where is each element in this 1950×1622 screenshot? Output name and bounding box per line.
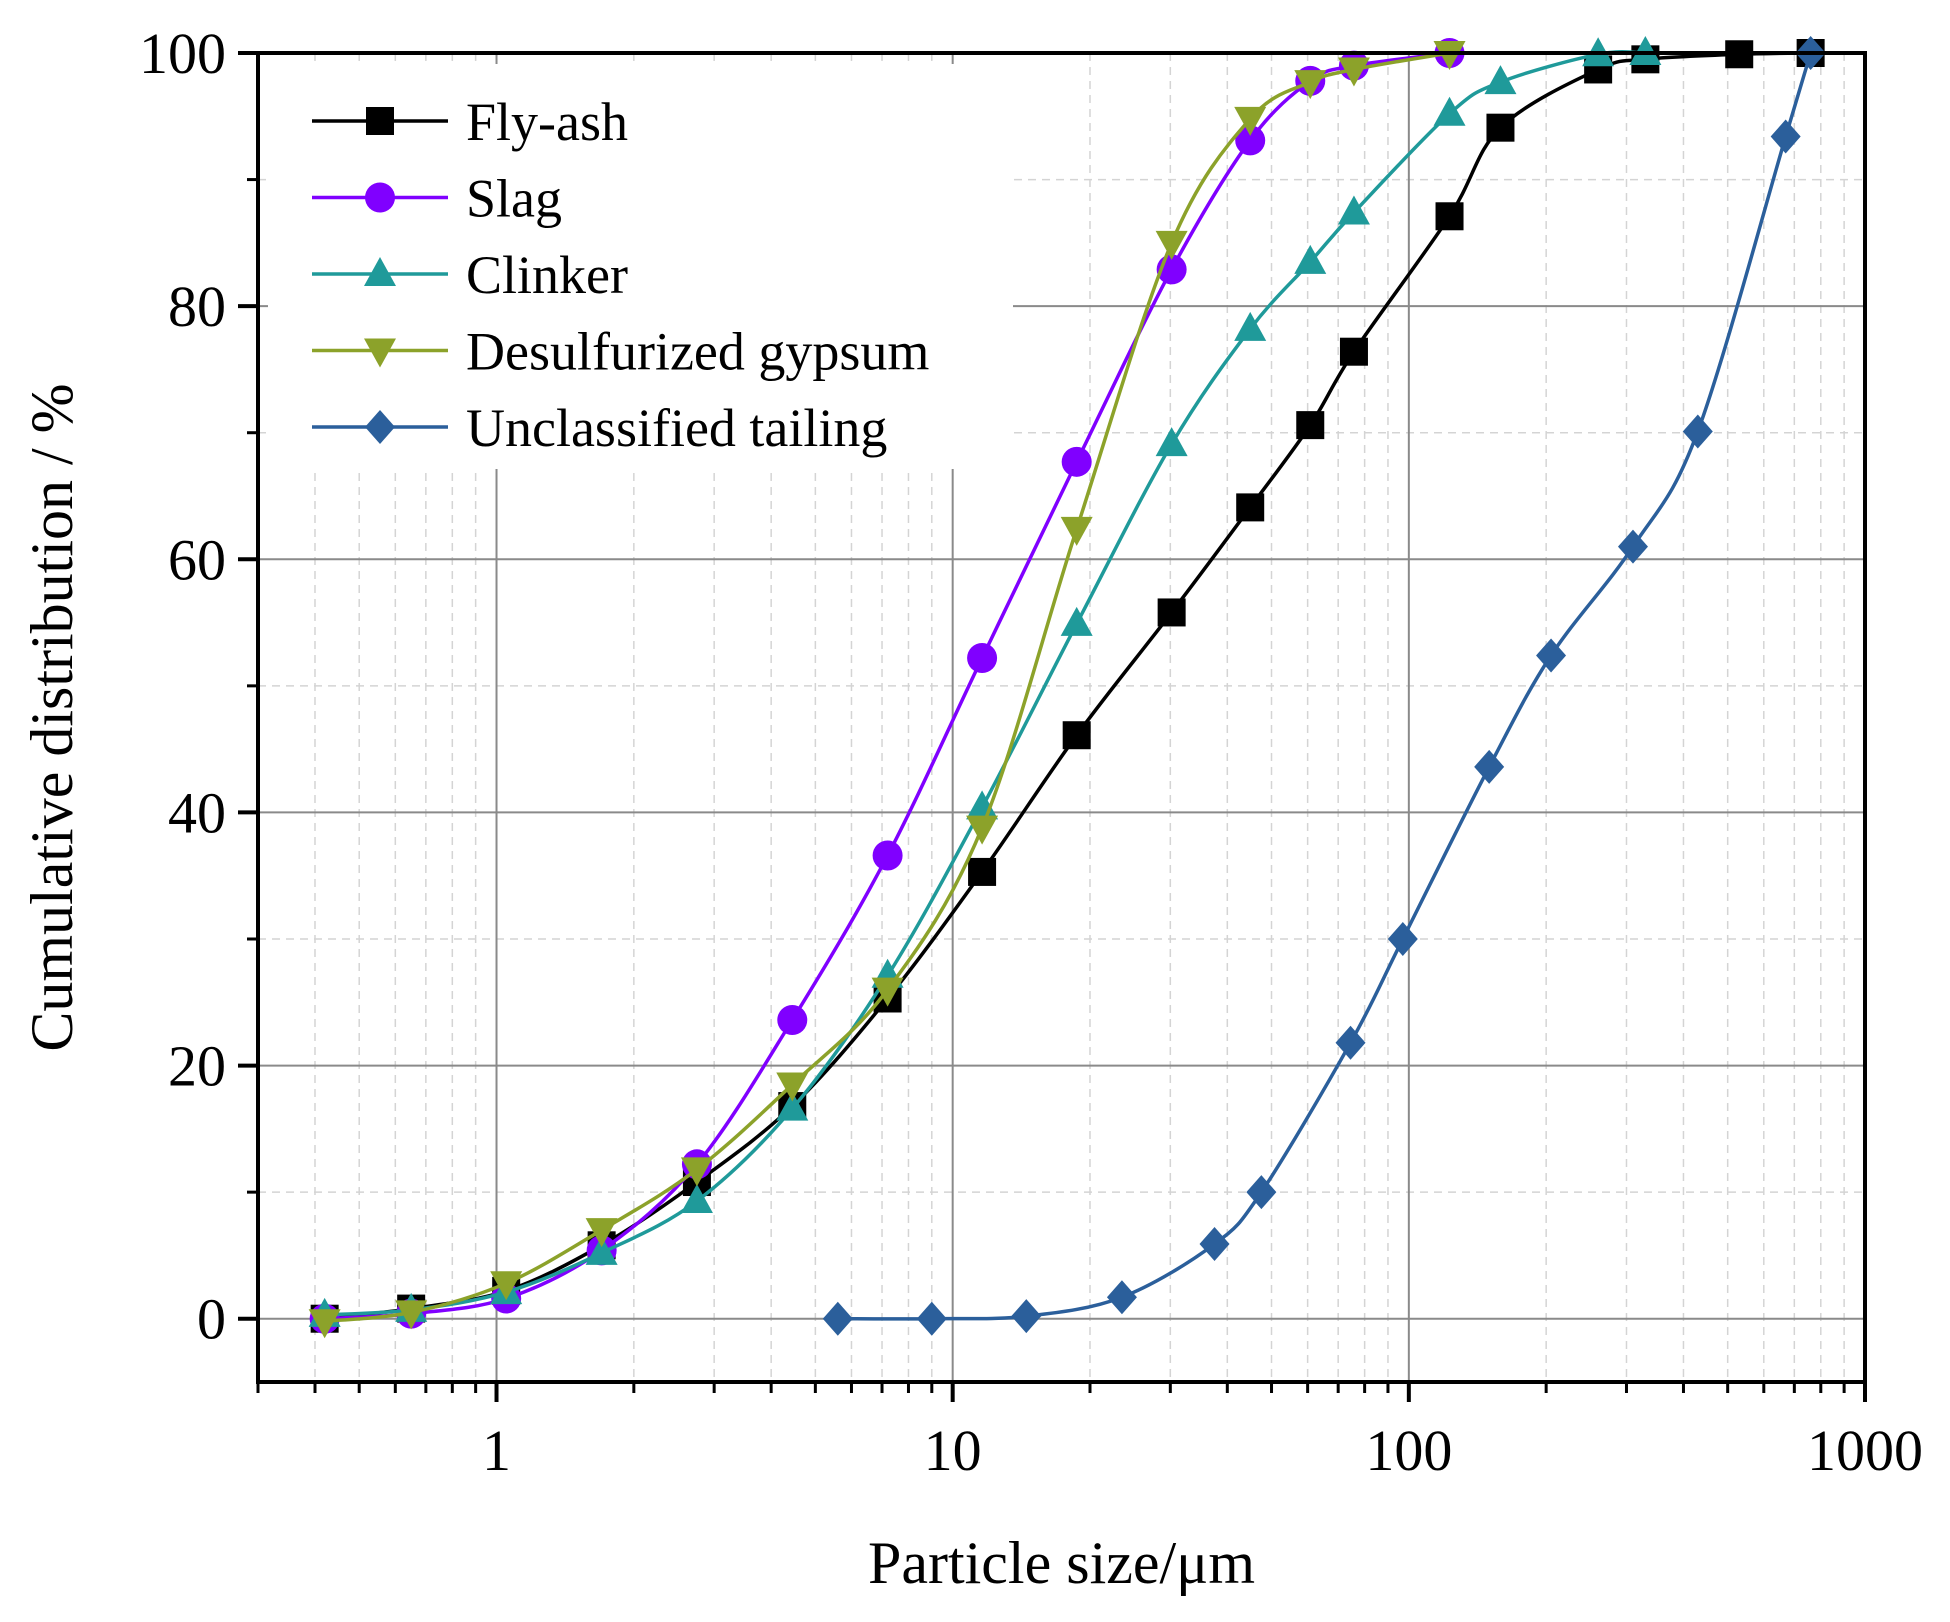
y-tick-label: 0 — [197, 1287, 226, 1352]
data-point-desulfurized-gypsum — [1060, 516, 1093, 546]
x-tick-label: 1000 — [1807, 1418, 1923, 1483]
data-point-desulfurized-gypsum — [680, 1157, 713, 1187]
legend-label-fly-ash: Fly-ash — [466, 92, 628, 152]
data-point-clinker — [1234, 311, 1267, 341]
data-point-clinker — [966, 790, 999, 820]
legend-label-unclassified-tailing: Unclassified tailing — [466, 398, 887, 458]
legend: Fly-ash Slag Clinker Desulfurized gypsum Unc… — [268, 64, 1013, 469]
data-point-unclassified-tailing — [1770, 119, 1801, 154]
data-point-desulfurized-gypsum — [490, 1271, 523, 1301]
data-point-fly-ash — [1296, 411, 1325, 440]
data-point-fly-ash — [1435, 202, 1464, 231]
data-point-fly-ash — [1486, 113, 1515, 142]
data-point-unclassified-tailing — [1682, 414, 1713, 449]
data-point-clinker — [776, 1091, 809, 1121]
series-line-slag — [324, 51, 1450, 1321]
data-point-slag — [967, 643, 998, 674]
plot-frame — [256, 51, 1867, 1384]
data-point-slag — [1235, 125, 1266, 156]
axis-ticks: 1 10 100 1000 0 20 40 60 80 100 — [139, 21, 1923, 1483]
y-tick-label: 20 — [168, 1034, 226, 1099]
data-point-desulfurized-gypsum — [1155, 230, 1188, 260]
data-point-unclassified-tailing — [1474, 749, 1505, 784]
data-point-unclassified-tailing — [1246, 1175, 1277, 1210]
data-point-clinker — [1433, 96, 1466, 126]
legend-marker-desulfurized-gypsum — [364, 338, 396, 368]
data-point-unclassified-tailing — [1387, 922, 1418, 956]
legend-marker-clinker — [364, 257, 396, 286]
legend-label-desulfurized-gypsum: Desulfurized gypsum — [466, 322, 929, 382]
data-point-clinker — [1155, 427, 1188, 457]
x-tick-label: 10 — [924, 1418, 982, 1483]
data-point-clinker — [1484, 65, 1517, 95]
series-unclassified-tailing — [822, 36, 1826, 1336]
data-point-clinker — [1337, 195, 1370, 225]
legend-marker-unclassified-tailing — [365, 410, 395, 444]
data-point-desulfurized-gypsum — [871, 977, 904, 1007]
data-point-desulfurized-gypsum — [966, 815, 999, 845]
data-point-slag — [777, 1005, 808, 1036]
data-point-desulfurized-gypsum — [1433, 41, 1466, 70]
y-tick-label: 100 — [139, 21, 226, 86]
data-point-desulfurized-gypsum — [1294, 70, 1327, 100]
data-point-desulfurized-gypsum — [1234, 106, 1267, 136]
x-tick-label: 100 — [1365, 1418, 1452, 1483]
legend-item-clinker: Clinker — [312, 245, 628, 305]
data-point-unclassified-tailing — [1011, 1299, 1042, 1334]
data-point-clinker — [680, 1184, 713, 1214]
data-point-desulfurized-gypsum — [308, 1309, 341, 1339]
legend-label-slag: Slag — [466, 169, 562, 229]
legend-item-fly-ash: Fly-ash — [312, 92, 628, 152]
data-point-clinker — [1629, 36, 1662, 65]
data-point-fly-ash — [1157, 598, 1186, 627]
y-tick-label: 80 — [168, 274, 226, 339]
data-point-clinker — [1294, 244, 1327, 274]
data-point-desulfurized-gypsum — [1337, 57, 1370, 87]
data-point-slag — [872, 840, 903, 871]
y-tick-label: 40 — [168, 780, 226, 845]
data-point-unclassified-tailing — [1199, 1227, 1230, 1262]
data-point-fly-ash — [1339, 337, 1368, 366]
legend-marker-fly-ash — [366, 107, 394, 135]
data-point-desulfurized-gypsum — [395, 1300, 428, 1330]
x-tick-label: 1 — [482, 1418, 511, 1483]
data-point-unclassified-tailing — [1106, 1280, 1137, 1315]
data-point-unclassified-tailing — [1617, 529, 1648, 564]
series-layer — [308, 36, 1826, 1339]
data-point-fly-ash — [968, 857, 997, 886]
data-point-slag — [1061, 446, 1092, 477]
x-axis-title: Particle size/μm — [868, 1530, 1255, 1596]
legend-label-clinker: Clinker — [466, 245, 628, 305]
y-tick-label: 60 — [168, 527, 226, 592]
series-line-desulfurized-gypsum — [324, 51, 1450, 1323]
data-point-fly-ash — [1236, 493, 1265, 522]
data-point-desulfurized-gypsum — [585, 1218, 618, 1248]
data-point-unclassified-tailing — [1335, 1025, 1366, 1060]
data-point-clinker — [1060, 606, 1093, 636]
y-axis-title: Cumulative distribution / % — [19, 383, 85, 1051]
series-clinker — [308, 36, 1662, 1327]
data-point-clinker — [585, 1235, 618, 1265]
legend-marker-slag — [365, 182, 395, 213]
data-point-desulfurized-gypsum — [776, 1072, 809, 1102]
data-point-unclassified-tailing — [822, 1301, 853, 1336]
series-desulfurized-gypsum — [308, 41, 1466, 1339]
data-point-fly-ash — [1062, 721, 1091, 750]
legend-item-unclassified-tailing: Unclassified tailing — [312, 398, 887, 458]
data-point-unclassified-tailing — [916, 1301, 947, 1336]
legend-item-slag: Slag — [312, 169, 562, 229]
legend-item-desulfurized-gypsum: Desulfurized gypsum — [312, 322, 929, 382]
data-point-unclassified-tailing — [1536, 638, 1567, 673]
